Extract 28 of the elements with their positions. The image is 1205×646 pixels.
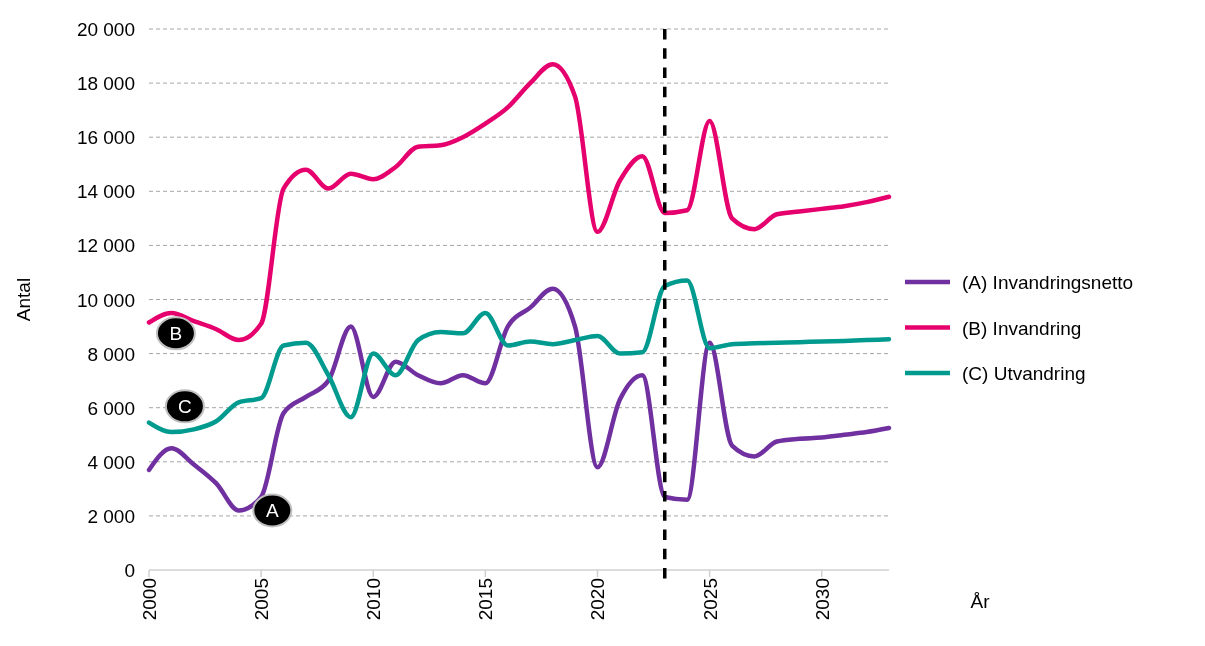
x-tick-label: 2010 — [363, 578, 385, 621]
y-tick-label: 16 000 — [76, 127, 135, 149]
legend-label: (C) Utvandring — [962, 363, 1086, 384]
y-tick-label: 4 000 — [87, 451, 135, 473]
legend-label: (B) Invandring — [962, 317, 1082, 339]
y-axis-title: Antal — [13, 277, 34, 322]
y-tick-label: 2 000 — [87, 505, 135, 527]
annotation: C — [178, 396, 192, 418]
y-tick-label: 0 — [124, 560, 135, 581]
x-tick-label: 2015 — [475, 578, 497, 621]
x-axis-title: År — [970, 591, 991, 612]
line-series — [146, 61, 892, 343]
annotation: A — [265, 500, 279, 522]
y-tick-label: 20 000 — [76, 19, 135, 40]
y-tick-label: 10 000 — [76, 289, 135, 311]
legend-label: (A) Invandringsnetto — [962, 272, 1134, 293]
x-tick-label: 2030 — [811, 578, 833, 621]
x-tick-label: 2025 — [699, 578, 721, 621]
line-series — [146, 278, 892, 435]
x-tick-label: 2000 — [139, 578, 160, 621]
y-tick-label: 18 000 — [76, 73, 135, 95]
y-tick-label: 12 000 — [76, 235, 135, 257]
annotation: B — [169, 323, 183, 345]
y-tick-label: 6 000 — [87, 397, 135, 419]
x-tick-label: 2020 — [587, 578, 609, 621]
y-tick-label: 14 000 — [76, 181, 135, 203]
y-tick-label: 8 000 — [87, 343, 135, 365]
x-tick-label: 2005 — [251, 578, 273, 621]
